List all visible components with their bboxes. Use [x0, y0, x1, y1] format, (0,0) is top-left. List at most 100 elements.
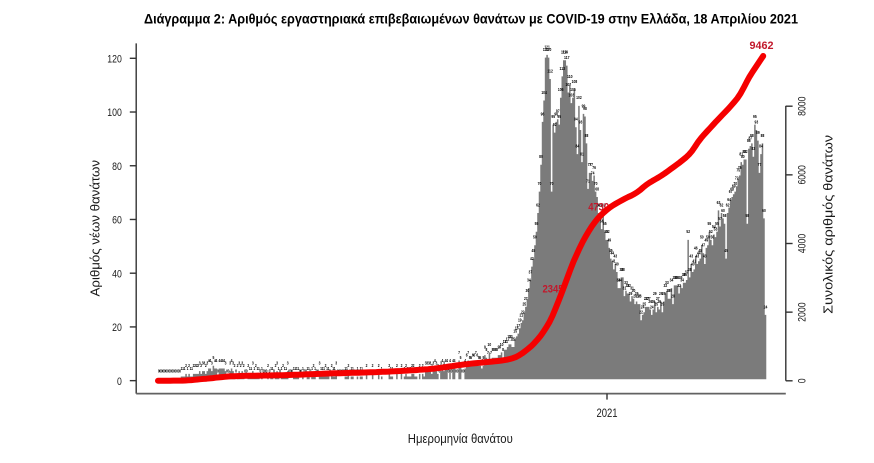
svg-text:1: 1	[346, 366, 348, 371]
svg-text:104: 104	[541, 90, 547, 95]
svg-text:60: 60	[762, 208, 766, 213]
svg-text:1: 1	[272, 366, 274, 371]
svg-text:1: 1	[182, 366, 184, 371]
svg-text:32: 32	[627, 283, 631, 288]
svg-text:1: 1	[253, 366, 255, 371]
svg-text:88: 88	[585, 133, 589, 138]
svg-text:45: 45	[724, 248, 728, 253]
svg-text:3: 3	[335, 361, 337, 366]
svg-text:0: 0	[273, 369, 275, 374]
svg-text:37: 37	[529, 269, 533, 274]
svg-text:0: 0	[159, 369, 161, 374]
svg-text:Ημερομηνία θανάτου: Ημερομηνία θανάτου	[408, 432, 513, 446]
svg-text:1: 1	[278, 366, 280, 371]
svg-text:0: 0	[174, 369, 176, 374]
svg-text:50: 50	[700, 235, 704, 240]
svg-text:26: 26	[651, 299, 655, 304]
svg-text:3: 3	[203, 361, 205, 366]
svg-text:95: 95	[557, 114, 561, 119]
svg-text:2: 2	[331, 363, 333, 368]
svg-text:34: 34	[680, 278, 684, 283]
svg-text:0: 0	[279, 369, 281, 374]
svg-text:1: 1	[250, 366, 252, 371]
svg-text:0: 0	[288, 369, 290, 374]
svg-text:38: 38	[688, 267, 692, 272]
svg-text:24: 24	[650, 304, 654, 309]
svg-text:0: 0	[457, 369, 459, 374]
svg-text:7: 7	[458, 350, 460, 355]
svg-text:1: 1	[323, 366, 325, 371]
svg-text:5: 5	[479, 355, 481, 360]
svg-text:62: 62	[598, 202, 602, 207]
svg-text:3: 3	[241, 361, 243, 366]
svg-text:2: 2	[313, 363, 315, 368]
svg-text:75: 75	[736, 168, 740, 173]
svg-text:24: 24	[764, 304, 768, 309]
svg-text:27: 27	[647, 296, 651, 301]
svg-text:0: 0	[178, 369, 180, 374]
svg-text:36: 36	[682, 272, 686, 277]
svg-text:86: 86	[747, 138, 751, 143]
svg-text:80: 80	[112, 161, 122, 173]
svg-text:62: 62	[601, 202, 605, 207]
svg-text:4: 4	[214, 358, 216, 363]
svg-text:2: 2	[347, 363, 349, 368]
svg-text:29: 29	[659, 291, 663, 296]
svg-text:0: 0	[176, 369, 178, 374]
svg-text:13: 13	[507, 334, 511, 339]
svg-text:1: 1	[296, 366, 298, 371]
svg-text:6000: 6000	[796, 165, 808, 184]
svg-text:28: 28	[671, 294, 675, 299]
svg-text:28: 28	[633, 294, 637, 299]
svg-text:1: 1	[326, 366, 328, 371]
svg-text:2: 2	[431, 363, 433, 368]
svg-text:87: 87	[748, 135, 752, 140]
svg-text:50: 50	[533, 235, 537, 240]
svg-text:30: 30	[667, 288, 671, 293]
svg-text:40: 40	[112, 268, 122, 280]
svg-text:2: 2	[200, 363, 202, 368]
svg-text:3: 3	[429, 361, 431, 366]
svg-text:110: 110	[567, 74, 573, 79]
svg-text:2: 2	[243, 363, 245, 368]
svg-text:98: 98	[583, 106, 587, 111]
svg-text:27: 27	[524, 296, 528, 301]
svg-text:2: 2	[396, 363, 398, 368]
svg-text:47: 47	[701, 243, 705, 248]
svg-text:105: 105	[570, 87, 576, 92]
svg-text:1: 1	[187, 366, 189, 371]
svg-text:52: 52	[606, 229, 610, 234]
svg-text:1: 1	[258, 366, 260, 371]
svg-text:99: 99	[582, 103, 586, 108]
svg-text:25: 25	[522, 302, 526, 307]
svg-text:2: 2	[193, 363, 195, 368]
svg-text:Διάγραμμα 2: Αριθμός εργαστηρι: Διάγραμμα 2: Αριθμός εργαστηριακά επιβεβ…	[144, 11, 798, 27]
svg-text:3: 3	[428, 361, 430, 366]
svg-text:70: 70	[550, 181, 554, 186]
svg-text:52: 52	[709, 229, 713, 234]
svg-text:8: 8	[485, 347, 487, 352]
svg-text:0: 0	[168, 369, 170, 374]
svg-text:5: 5	[478, 355, 480, 360]
svg-text:5: 5	[482, 355, 484, 360]
svg-text:2000: 2000	[796, 302, 808, 321]
svg-text:27: 27	[645, 296, 649, 301]
svg-text:0: 0	[162, 369, 164, 374]
svg-text:2: 2	[185, 363, 187, 368]
svg-text:2021: 2021	[596, 406, 617, 420]
svg-text:1: 1	[184, 366, 186, 371]
svg-text:3: 3	[276, 361, 278, 366]
svg-text:120: 120	[107, 53, 122, 65]
svg-text:2: 2	[282, 363, 284, 368]
svg-text:2: 2	[401, 363, 403, 368]
svg-text:77: 77	[589, 162, 593, 167]
svg-text:0: 0	[161, 369, 163, 374]
svg-text:2: 2	[378, 363, 380, 368]
svg-text:3: 3	[425, 361, 427, 366]
svg-text:34: 34	[617, 278, 621, 283]
svg-text:0: 0	[290, 369, 292, 374]
svg-text:1: 1	[360, 366, 362, 371]
svg-text:2: 2	[197, 363, 199, 368]
svg-text:63: 63	[717, 200, 721, 205]
svg-text:8000: 8000	[796, 97, 808, 116]
